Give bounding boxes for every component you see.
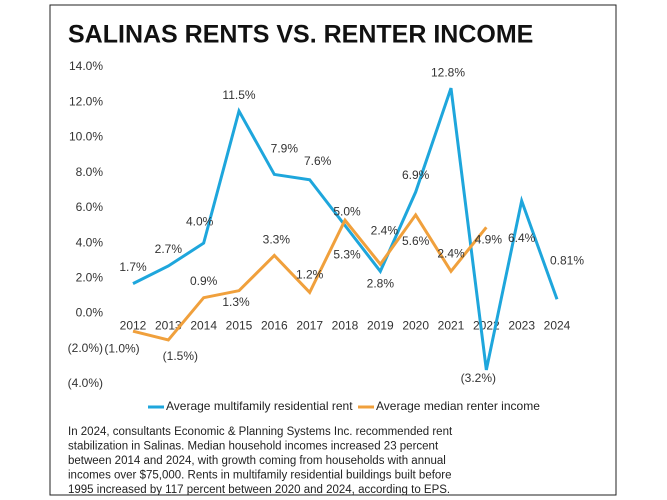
x-tick-label: 2013 [155,319,182,333]
legend-label: Average multifamily residential rent [166,399,353,413]
data-label: (3.2%) [461,371,496,385]
x-tick-label: 2020 [402,319,429,333]
chart-title: SALINAS RENTS VS. RENTER INCOME [68,21,533,49]
x-tick-label: 2017 [296,319,323,333]
data-label: (1.5%) [163,349,198,363]
data-label: 1.3% [222,295,250,309]
data-label: 7.6% [304,154,332,168]
data-label: 5.0% [333,205,361,219]
note-line: In 2024, consultants Economic & Planning… [68,426,453,438]
x-tick-label: 2016 [261,319,288,333]
frame [49,4,617,496]
x-tick-label: 2021 [438,319,465,333]
y-tick-label: 4.0% [76,235,104,249]
y-tick-label: 8.0% [76,165,104,179]
data-label: 1.7% [119,260,147,274]
y-tick-label: 6.0% [76,200,104,214]
x-tick-label: 2015 [226,319,253,333]
data-label: 2.7% [155,242,183,256]
y-tick-label: 12.0% [69,94,103,108]
data-label: 5.6% [402,234,430,248]
x-tick-label: 2019 [367,319,394,333]
series-line [132,87,559,371]
y-tick-label: 0.0% [76,306,104,320]
data-label: 5.3% [333,247,361,261]
y-tick-label: (4.0%) [68,376,103,390]
data-label: 2.4% [437,246,465,260]
note-line: stabilization in Salinas. Median househo… [68,441,439,453]
data-label: 0.9% [190,274,218,288]
y-tick-label: (2.0%) [68,341,103,355]
data-label: 6.9% [402,168,430,182]
y-tick-label: 10.0% [69,130,103,144]
x-tick-label: 2024 [544,319,571,333]
data-label: 1.2% [296,268,324,282]
x-tick-label: 2018 [332,319,359,333]
y-tick-label: 2.0% [76,271,104,285]
data-label: 4.9% [475,232,503,246]
data-label: 4.0% [186,214,214,228]
note-line: between 2014 and 2024, with growth comin… [68,455,446,467]
x-tick-label: 2023 [508,319,535,333]
data-label: 11.5% [222,88,255,102]
data-label: 12.8% [431,65,465,79]
data-label: 3.3% [263,233,291,247]
data-label: 6.4% [508,231,536,245]
series-line [132,212,488,342]
data-label: 2.4% [371,223,399,237]
data-label: (1.0%) [104,341,139,355]
note-line: incomes over $75,000. Rents in multifami… [68,470,452,482]
data-label: 7.9% [271,142,299,156]
data-label: 2.8% [367,276,395,290]
x-tick-label: 2012 [120,319,147,333]
y-tick-label: 14.0% [69,59,103,73]
x-tick-label: 2014 [190,319,217,333]
legend-label: Average median renter income [376,399,540,413]
note-line: 1995 increased by 117 percent between 20… [68,484,450,496]
data-label: 0.81% [550,253,584,267]
